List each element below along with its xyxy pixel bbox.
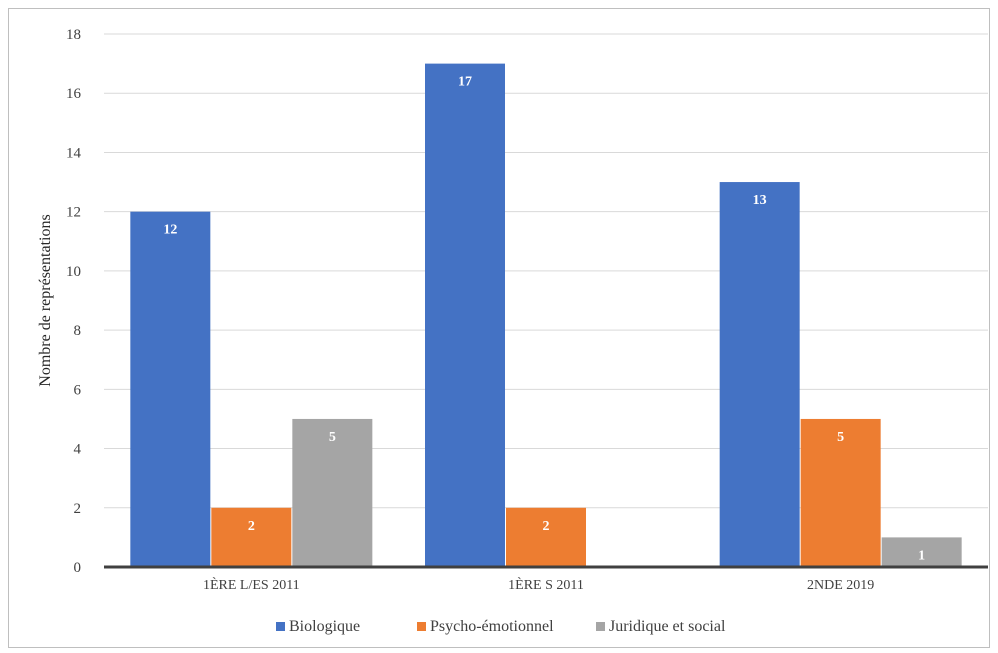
- bar-juridique-et-social: [881, 537, 962, 567]
- bar-biologique: [719, 182, 800, 568]
- bar-biologique: [130, 211, 211, 567]
- data-label: 5: [329, 430, 336, 445]
- legend-swatch-psycho-emotionnel: [417, 622, 426, 631]
- data-label: 2: [248, 519, 255, 534]
- y-tick-label: 10: [66, 264, 81, 280]
- data-label: 2: [543, 519, 550, 534]
- legend-label-juridique-et-social: Juridique et social: [609, 618, 726, 635]
- y-tick-label: 2: [74, 501, 82, 517]
- legend-label-biologique: Biologique: [289, 618, 360, 635]
- y-tick-label: 12: [66, 205, 81, 221]
- legend-swatch-biologique: [276, 622, 285, 631]
- y-tick-labels: 0 2 4 6 8 10 12 14 16 18: [66, 27, 82, 576]
- data-label: 1: [918, 548, 925, 563]
- category-label: 2NDE 2019: [807, 578, 874, 593]
- category-label: 1ÈRE L/ES 2011: [203, 576, 300, 593]
- y-tick-label: 18: [66, 27, 81, 43]
- bar-psycho-emotionnel: [800, 418, 881, 567]
- data-label: 12: [163, 223, 177, 238]
- bar-biologique: [425, 63, 505, 567]
- data-labels: 12 2 5 17 2 13 5 1: [163, 75, 925, 564]
- y-tick-label: 6: [74, 382, 82, 398]
- bar-psycho-emotionnel: [211, 507, 292, 567]
- y-tick-label: 0: [74, 560, 82, 576]
- legend-swatch-juridique-et-social: [596, 622, 605, 631]
- data-label: 17: [458, 75, 472, 90]
- data-label: 13: [753, 193, 767, 208]
- y-tick-label: 8: [74, 323, 82, 339]
- bar-psycho-emotionnel: [506, 507, 586, 567]
- data-label: 5: [837, 430, 844, 445]
- legend: Biologique Psycho-émotionnel Juridique et …: [276, 618, 726, 635]
- bar-juridique-et-social: [292, 418, 373, 567]
- category-labels: 1ÈRE L/ES 2011 1ÈRE S 2011 2NDE 2019: [203, 576, 874, 593]
- y-tick-label: 14: [66, 145, 82, 161]
- y-tick-label: 4: [74, 442, 82, 458]
- y-axis-title: Nombre de représentations: [37, 214, 54, 386]
- legend-label-psycho-emotionnel: Psycho-émotionnel: [430, 618, 554, 635]
- bars: [130, 63, 962, 568]
- y-tick-label: 16: [66, 86, 82, 102]
- category-label: 1ÈRE S 2011: [508, 576, 584, 593]
